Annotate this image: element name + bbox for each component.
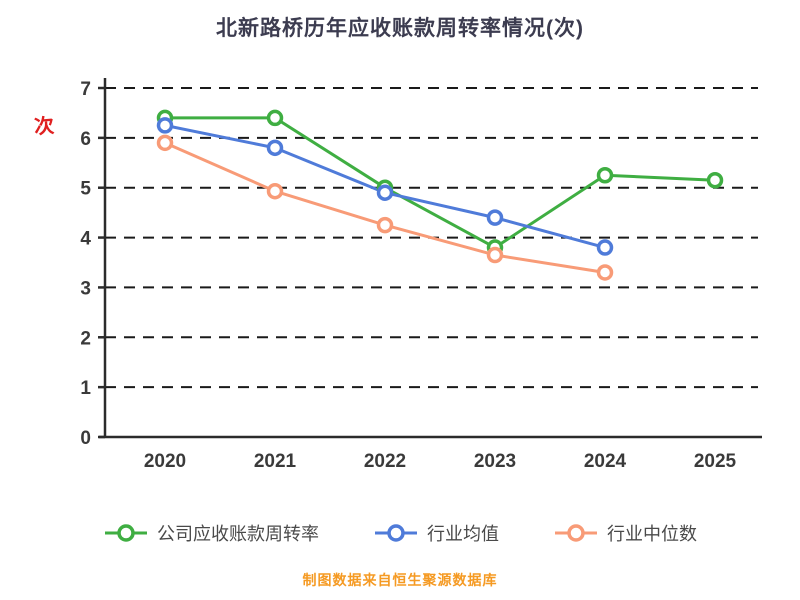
x-tick-label: 2022 xyxy=(364,451,406,472)
x-tick-label: 2020 xyxy=(144,451,186,472)
legend-label: 行业中位数 xyxy=(607,524,697,544)
legend-marker xyxy=(555,524,597,542)
y-tick-label: 7 xyxy=(80,79,91,100)
data-point-marker xyxy=(486,246,504,264)
legend-label: 行业均值 xyxy=(427,524,499,544)
x-tick-label: 2023 xyxy=(474,451,516,472)
data-point-marker xyxy=(156,117,174,134)
x-tick-label: 2025 xyxy=(694,451,737,472)
legend-item[interactable]: 公司应收账款周转率 xyxy=(103,520,319,546)
data-point-marker xyxy=(596,239,614,256)
legend-marker xyxy=(105,524,147,542)
x-tick-label: 2024 xyxy=(584,451,627,472)
legend-label: 公司应收账款周转率 xyxy=(157,524,319,544)
legend-marker xyxy=(375,524,417,542)
y-tick-label: 0 xyxy=(80,428,91,449)
chart-title: 北新路桥历年应收账款周转率情况(次) xyxy=(216,17,584,40)
data-point-marker xyxy=(266,139,284,157)
y-tick-label: 6 xyxy=(80,129,91,150)
data-point-marker xyxy=(266,182,284,200)
y-tick-label: 4 xyxy=(80,229,91,250)
data-point-marker xyxy=(596,264,614,281)
data-source-caption: 制图数据来自恒生聚源数据库 xyxy=(302,572,498,588)
data-point-marker xyxy=(486,209,504,226)
data-point-marker xyxy=(596,167,614,184)
series-line xyxy=(165,116,716,250)
line-chart: 0 1 2 3 4 5 6 7 2020 2021 2022 2023 2024 2025 xyxy=(80,78,762,472)
y-tick-label: 1 xyxy=(80,378,91,399)
legend-item[interactable]: 行业中位数 xyxy=(553,520,697,546)
data-point-marker xyxy=(706,171,724,189)
y-tick-label: 5 xyxy=(80,179,91,200)
series-line xyxy=(164,141,606,274)
chart-legend: 公司应收账款周转率 行业均值 行业中位数 xyxy=(0,520,800,546)
legend-item[interactable]: 行业均值 xyxy=(373,520,499,546)
data-point-marker xyxy=(376,216,394,234)
x-tick-label: 2021 xyxy=(254,451,297,472)
data-point-marker xyxy=(266,109,284,127)
y-tick-label: 3 xyxy=(80,278,91,299)
data-point-marker xyxy=(156,134,174,152)
data-point-marker xyxy=(376,184,394,201)
y-tick-label: 2 xyxy=(80,328,91,349)
